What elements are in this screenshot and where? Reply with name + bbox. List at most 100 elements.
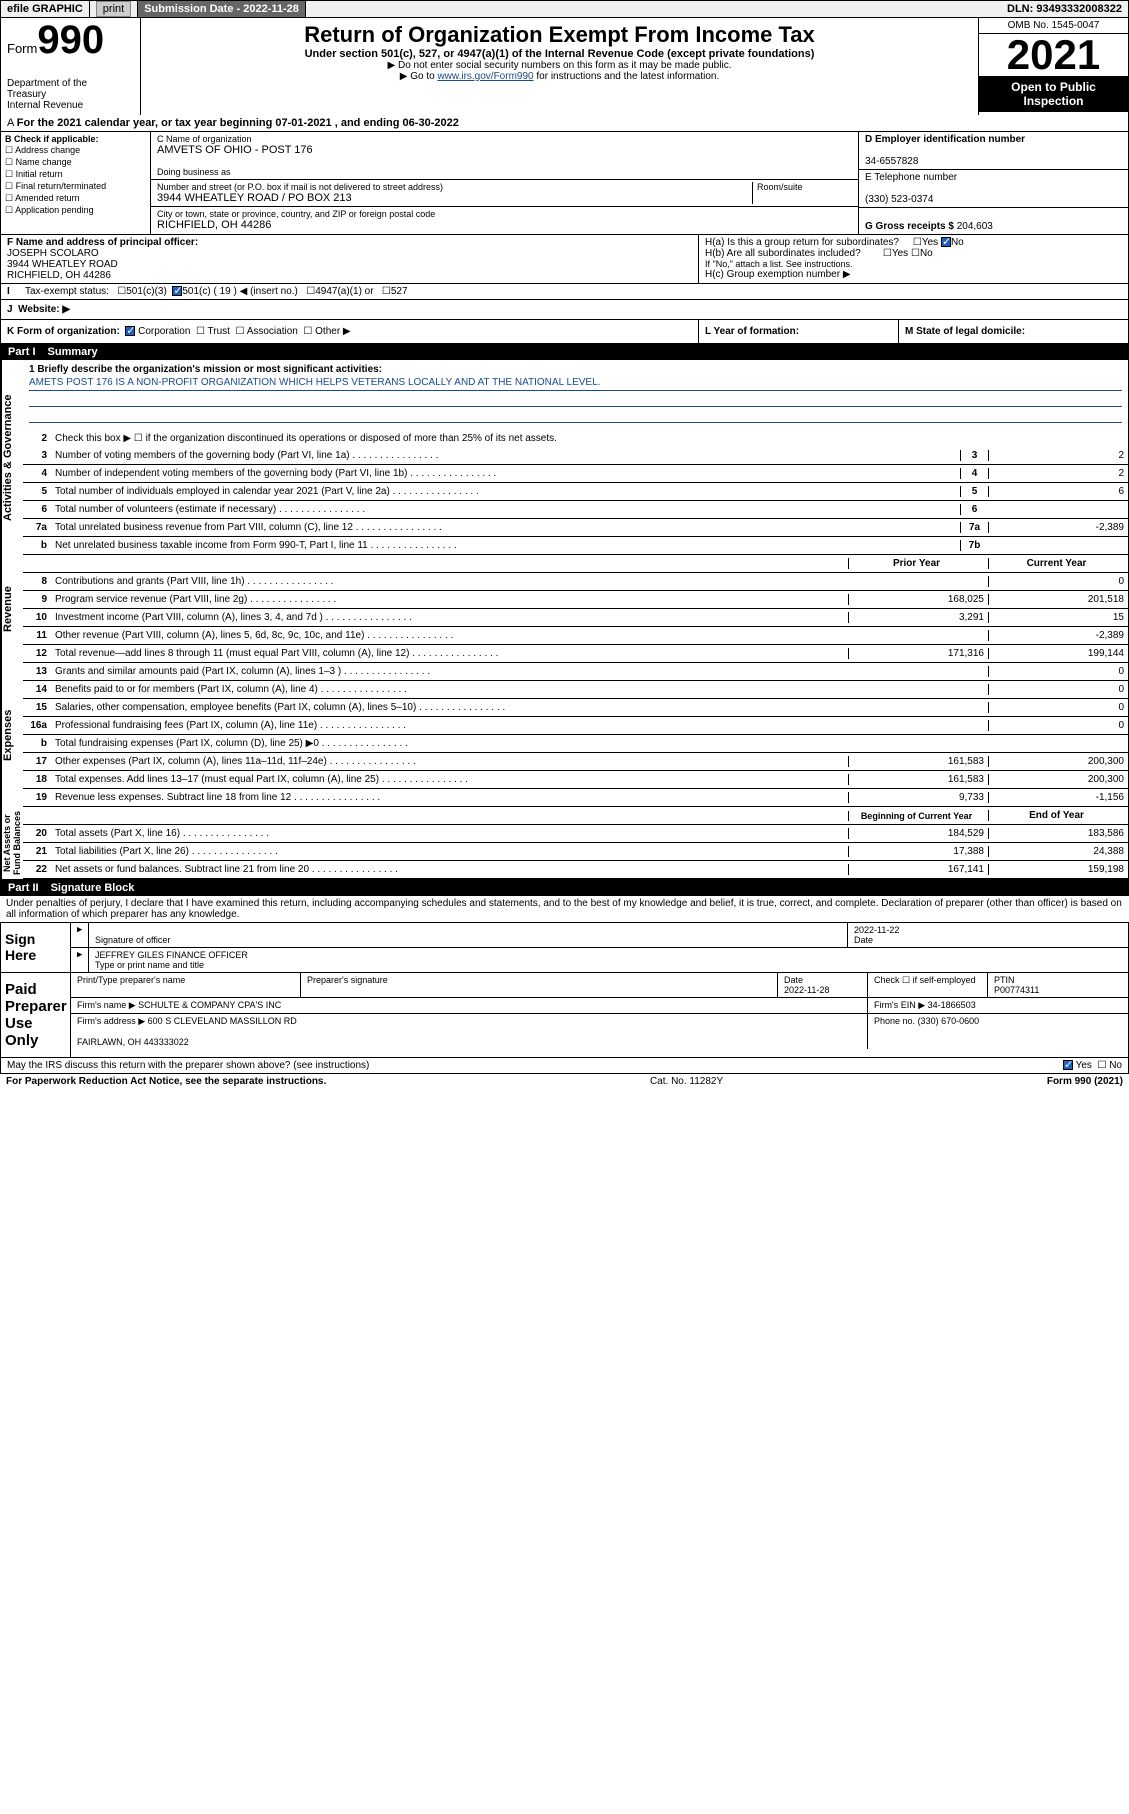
rev-col-header: Prior Year Current Year: [23, 555, 1128, 573]
may-irs-yes: Yes ☐ No: [1063, 1060, 1122, 1071]
line22: 22 Net assets or fund balances. Subtract…: [23, 861, 1128, 879]
line19: 19 Revenue less expenses. Subtract line …: [23, 789, 1128, 807]
open-public: Open to Public Inspection: [979, 76, 1128, 112]
gross-label: G Gross receipts $: [865, 221, 954, 232]
a-tax-year-text: For the 2021 calendar year, or tax year …: [17, 117, 459, 129]
header-title-block: Return of Organization Exempt From Incom…: [141, 18, 978, 115]
form-number: 990: [37, 18, 104, 62]
tax-year: 2021: [979, 34, 1128, 76]
footer-cat: Cat. No. 11282Y: [650, 1076, 723, 1087]
gross-value: 204,603: [957, 221, 993, 232]
line14: 14 Benefits paid to or for members (Part…: [23, 681, 1128, 699]
c-block: C Name of organization AMVETS OF OHIO - …: [151, 132, 858, 234]
section-fh: F Name and address of principal officer:…: [0, 235, 1129, 284]
c-name-label: C Name of organization: [157, 134, 852, 144]
line8: 8 Contributions and grants (Part VIII, l…: [23, 573, 1128, 591]
officer-addr2: RICHFIELD, OH 44286: [7, 270, 111, 281]
chk-amended[interactable]: ☐ Amended return: [5, 193, 146, 204]
firm-ein: Firm's EIN ▶ 34-1866503: [868, 998, 1128, 1013]
form-note-1: ▶ Do not enter social security numbers o…: [149, 60, 970, 71]
line13: 13 Grants and similar amounts paid (Part…: [23, 663, 1128, 681]
line18: 18 Total expenses. Add lines 13–17 (must…: [23, 771, 1128, 789]
hc-exemption: H(c) Group exemption number ▶: [705, 269, 1122, 280]
form-title: Return of Organization Exempt From Incom…: [149, 22, 970, 48]
j-website: J Website: ▶: [0, 300, 1129, 320]
side-expenses: Expenses: [1, 663, 23, 807]
m-state-domicile: M State of legal domicile:: [898, 320, 1128, 343]
prep-sig: Preparer's signature: [301, 973, 778, 997]
ein-label: D Employer identification number: [865, 134, 1025, 145]
form-label: Form: [7, 41, 37, 56]
k-label: K Form of organization:: [7, 326, 120, 337]
part2-label: Part II: [8, 882, 39, 894]
phone-label: E Telephone number: [865, 172, 957, 183]
firm-phone: Phone no. (330) 670-0600: [868, 1014, 1128, 1049]
b-label: B Check if applicable:: [5, 134, 99, 144]
part1-body: Activities & Governance 1 Briefly descri…: [0, 360, 1129, 880]
form-subtitle: Under section 501(c), 527, or 4947(a)(1)…: [149, 48, 970, 60]
firm-name: Firm's name ▶ SCHULTE & COMPANY CPA'S IN…: [71, 998, 868, 1013]
sign-here-label: Sign Here: [1, 923, 71, 972]
prep-date: Date2022-11-28: [778, 973, 868, 997]
i-501c3: 501(c)(3): [126, 286, 167, 297]
part1-subtitle: Summary: [48, 346, 98, 358]
col-end: End of Year: [988, 810, 1128, 821]
part2-header: Part II Signature Block: [0, 880, 1129, 896]
irs-link[interactable]: www.irs.gov/Form990: [437, 71, 533, 82]
chk-app-pending[interactable]: ☐ Application pending: [5, 205, 146, 216]
f-officer: F Name and address of principal officer:…: [1, 235, 698, 283]
dept-treasury: Department of theTreasuryInternal Revenu…: [7, 78, 134, 111]
col-current: Current Year: [988, 558, 1128, 569]
c-name-block: C Name of organization AMVETS OF OHIO - …: [151, 132, 858, 180]
j-label: Website: ▶: [18, 304, 70, 315]
i-4947: 4947(a)(1) or: [315, 286, 373, 297]
may-irs-text: May the IRS discuss this return with the…: [7, 1060, 369, 1071]
footer-left: For Paperwork Reduction Act Notice, see …: [6, 1076, 326, 1087]
k-form-org: K Form of organization: Corporation ☐ Tr…: [1, 320, 698, 343]
i-label: Tax-exempt status:: [25, 286, 109, 297]
topbar: efile GRAPHIC print Submission Date - 20…: [0, 0, 1129, 18]
mission-text: AMETS POST 176 IS A NON-PROFIT ORGANIZAT…: [29, 377, 1122, 391]
sign-arrow-2: ▶: [71, 948, 89, 972]
form-header: Form990 Department of theTreasuryInterna…: [0, 18, 1129, 115]
firm-addr: Firm's address ▶ 600 S CLEVELAND MASSILL…: [71, 1014, 868, 1049]
k-corp-checked: [125, 326, 135, 336]
i-tax-exempt: I Tax-exempt status: ☐ 501(c)(3) 501(c) …: [0, 284, 1129, 300]
header-left: Form990 Department of theTreasuryInterna…: [1, 18, 141, 115]
dln: DLN: 93493332008322: [1001, 1, 1128, 17]
part1-label: Part I: [8, 346, 36, 358]
print-button[interactable]: print: [90, 1, 138, 17]
org-name: AMVETS OF OHIO - POST 176: [157, 144, 852, 156]
mission-blank1: [29, 393, 1122, 407]
line7a: 7a Total unrelated business revenue from…: [23, 519, 1128, 537]
chk-name-change[interactable]: ☐ Name change: [5, 157, 146, 168]
street-value: 3944 WHEATLEY ROAD / PO BOX 213: [157, 192, 752, 204]
officer-addr1: 3944 WHEATLEY ROAD: [7, 259, 118, 270]
sign-arrow-1: ▶: [71, 923, 89, 947]
col-begin: Beginning of Current Year: [848, 811, 988, 821]
hb-subordinates: H(b) Are all subordinates included? ☐Yes…: [705, 248, 1122, 259]
goto-pre: ▶ Go to: [400, 71, 438, 82]
line5: 5 Total number of individuals employed i…: [23, 483, 1128, 501]
chk-address-change[interactable]: ☐ Address change: [5, 145, 146, 156]
street-label: Number and street (or P.O. box if mail i…: [157, 182, 752, 192]
d-ein: D Employer identification number 34-6557…: [859, 132, 1128, 170]
part2-subtitle: Signature Block: [51, 882, 135, 894]
name-title-cell: JEFFREY GILES FINANCE OFFICERType or pri…: [89, 948, 1128, 972]
line15: 15 Salaries, other compensation, employe…: [23, 699, 1128, 717]
line3: 3 Number of voting members of the govern…: [23, 447, 1128, 465]
prep-ptin: PTINP00774311: [988, 973, 1128, 997]
part1-header: Part I Summary: [0, 344, 1129, 360]
line21: 21 Total liabilities (Part X, line 26) 1…: [23, 843, 1128, 861]
chk-final-return[interactable]: ☐ Final return/terminated: [5, 181, 146, 192]
phone-value: (330) 523-0374: [865, 194, 933, 205]
lineb: b Net unrelated business taxable income …: [23, 537, 1128, 555]
line17: 17 Other expenses (Part IX, column (A), …: [23, 753, 1128, 771]
h-block: H(a) Is this a group return for subordin…: [698, 235, 1128, 283]
chk-initial-return[interactable]: ☐ Initial return: [5, 169, 146, 180]
klm-row: K Form of organization: Corporation ☐ Tr…: [0, 320, 1129, 344]
dba-label: Doing business as: [157, 167, 852, 177]
line4: 4 Number of independent voting members o…: [23, 465, 1128, 483]
line10: 10 Investment income (Part VIII, column …: [23, 609, 1128, 627]
side-revenue: Revenue: [1, 555, 23, 663]
